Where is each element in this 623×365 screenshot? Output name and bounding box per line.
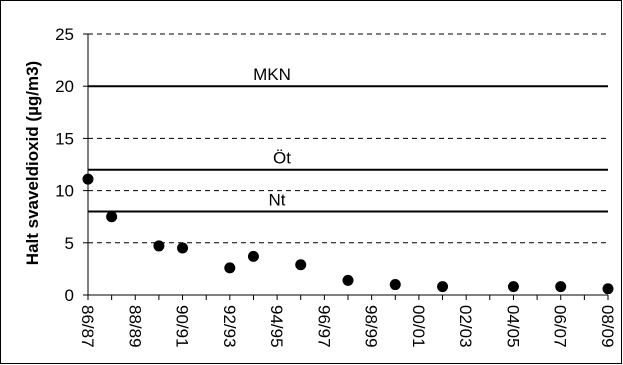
data-point <box>153 240 165 252</box>
data-point <box>177 242 189 254</box>
reference-label-t: Öt <box>273 149 291 168</box>
gridlines <box>88 33 608 244</box>
y-axis-title: Halt svaveldioxid (µg/m3) <box>23 61 42 265</box>
data-point <box>295 259 307 271</box>
data-point <box>555 281 567 293</box>
x-tick-label: 02/03 <box>456 305 475 348</box>
y-tick-label: 20 <box>55 77 74 96</box>
data-point <box>389 279 401 291</box>
reference-label-mkn: MKN <box>253 65 291 84</box>
data-point <box>247 250 259 262</box>
y-tick-label: 25 <box>55 25 74 44</box>
data-points <box>82 173 614 295</box>
x-tick-label: 98/99 <box>362 305 381 348</box>
data-point <box>507 281 519 293</box>
x-tick-label: 08/09 <box>598 305 617 348</box>
y-tick-label: 5 <box>65 234 74 253</box>
x-tick-label: 06/07 <box>551 305 570 348</box>
x-tick-label: 86/87 <box>78 305 97 348</box>
x-tick-label: 94/95 <box>267 305 286 348</box>
y-tick-label: 15 <box>55 129 74 148</box>
data-point <box>437 281 449 293</box>
x-tick-labels: 86/87 88/89 90/91 92/93 94/95 96/97 98/99 00/01… <box>78 305 617 348</box>
x-tick-label: 04/05 <box>503 305 522 348</box>
data-point <box>82 173 94 185</box>
x-tick-label: 88/89 <box>125 305 144 348</box>
y-tick-label: 10 <box>55 182 74 201</box>
reference-lines: MKN Öt Nt <box>88 65 608 213</box>
reference-label-nt: Nt <box>269 190 286 209</box>
data-point <box>224 262 236 274</box>
data-point <box>342 274 354 286</box>
x-tick-label: 90/91 <box>173 305 192 348</box>
y-tick-label: 0 <box>65 286 74 305</box>
data-point <box>602 283 614 295</box>
x-tick-label: 96/97 <box>314 305 333 348</box>
x-tick-label: 92/93 <box>220 305 239 348</box>
data-point <box>106 211 118 223</box>
y-tick-labels: 0 5 10 15 20 25 <box>55 25 74 305</box>
x-tick-label: 00/01 <box>409 305 428 348</box>
axes <box>83 33 609 300</box>
